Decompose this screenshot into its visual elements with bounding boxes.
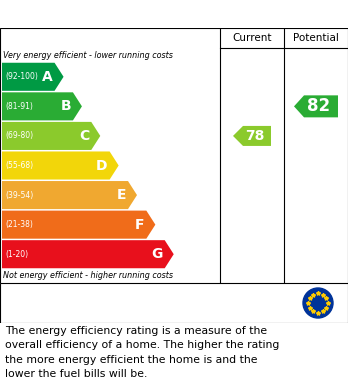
- Text: 82: 82: [307, 97, 331, 115]
- Text: EU Directive
2002/91/EC: EU Directive 2002/91/EC: [225, 292, 289, 314]
- Text: (39-54): (39-54): [5, 190, 33, 199]
- Text: Potential: Potential: [293, 33, 339, 43]
- Text: A: A: [42, 70, 53, 84]
- Text: (81-91): (81-91): [5, 102, 33, 111]
- Text: 78: 78: [245, 129, 265, 143]
- Text: Very energy efficient - lower running costs: Very energy efficient - lower running co…: [3, 50, 173, 59]
- Text: F: F: [135, 218, 144, 231]
- Polygon shape: [2, 181, 137, 209]
- Polygon shape: [2, 151, 119, 179]
- Text: Energy Efficiency Rating: Energy Efficiency Rating: [10, 7, 220, 22]
- Text: E: E: [117, 188, 126, 202]
- Text: Not energy efficient - higher running costs: Not energy efficient - higher running co…: [3, 271, 173, 280]
- Text: Current: Current: [232, 33, 272, 43]
- Text: (1-20): (1-20): [5, 250, 28, 259]
- Text: D: D: [96, 158, 108, 172]
- Circle shape: [303, 288, 333, 318]
- Polygon shape: [2, 92, 82, 120]
- Polygon shape: [2, 122, 100, 150]
- Text: (92-100): (92-100): [5, 72, 38, 81]
- Text: England & Wales: England & Wales: [6, 294, 191, 312]
- Polygon shape: [294, 95, 338, 117]
- Text: (69-80): (69-80): [5, 131, 33, 140]
- Polygon shape: [233, 126, 271, 146]
- Text: C: C: [79, 129, 89, 143]
- Text: G: G: [151, 247, 163, 261]
- Text: The energy efficiency rating is a measure of the
overall efficiency of a home. T: The energy efficiency rating is a measur…: [5, 326, 279, 379]
- Text: (55-68): (55-68): [5, 161, 33, 170]
- Polygon shape: [2, 211, 155, 239]
- Text: (21-38): (21-38): [5, 220, 33, 229]
- Polygon shape: [2, 63, 64, 91]
- Polygon shape: [2, 240, 174, 268]
- Text: B: B: [60, 99, 71, 113]
